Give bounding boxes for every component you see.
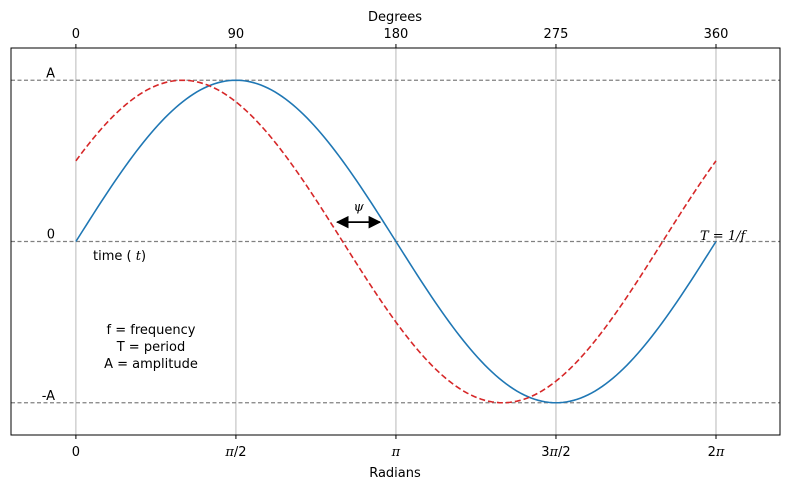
phase-shift-label: ψ — [354, 200, 365, 215]
reference-line-label: 0 — [47, 228, 55, 243]
definition-line: A = amplitude — [104, 357, 198, 372]
x-tick-label: π/2 — [224, 445, 246, 460]
top-axis-label: Degrees — [368, 10, 422, 25]
definitions-text-box: f = frequency T = period A = amplitude — [104, 323, 198, 372]
top-tick-label: 0 — [72, 27, 80, 42]
period-label: T = 1/f — [700, 229, 747, 244]
x-tick-label: π — [391, 445, 401, 460]
x-tick-label-part: π — [224, 445, 234, 460]
definition-line: f = frequency — [107, 323, 196, 338]
reference-line-label: A — [46, 66, 55, 81]
x-tick-label-part: 2 — [708, 445, 716, 460]
x-tick-label: 2π — [708, 445, 725, 460]
reference-line-label: -A — [42, 389, 55, 404]
x-tick-label: 0 — [72, 445, 80, 460]
definition-line: T = period — [116, 340, 186, 355]
time-label: time ( t) — [93, 249, 146, 264]
top-tick-label: 275 — [544, 27, 569, 42]
time-variable: t — [136, 249, 142, 264]
time-paren: ) — [141, 249, 146, 264]
x-tick-label-part: /2 — [558, 445, 571, 460]
series-group — [75, 79, 717, 404]
x-tick-label-part: π — [715, 445, 725, 460]
top-tick-label: 180 — [384, 27, 409, 42]
x-tick-label-part: 3 — [541, 445, 549, 460]
x-tick-label-part: π — [391, 445, 401, 460]
amplitude-labels: A 0 -A — [42, 66, 55, 404]
x-tick-label: 3π/2 — [541, 445, 570, 460]
x-axis-label: Radians — [369, 466, 421, 481]
shifted-sine-line — [75, 79, 717, 404]
x-tick-label-part: /2 — [234, 445, 247, 460]
top-tick-label: 360 — [704, 27, 729, 42]
sine-line — [75, 79, 717, 404]
top-tick-label: 90 — [228, 27, 245, 42]
x-tick-label-part: π — [549, 445, 559, 460]
axis-ticks: 0 π/2 π 3π/2 2π0 90 180 275 360 — [72, 27, 729, 460]
